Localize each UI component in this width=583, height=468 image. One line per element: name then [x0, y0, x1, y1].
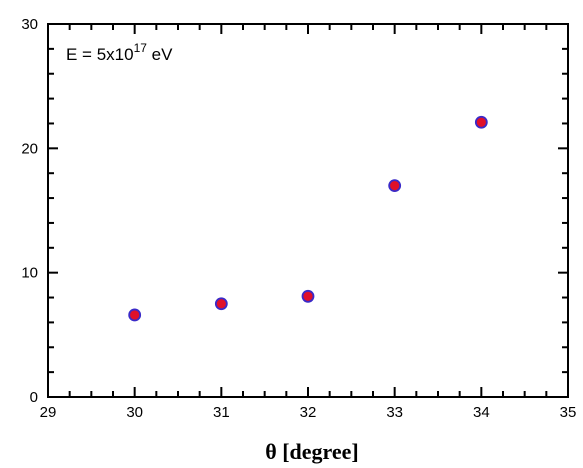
x-tick-labels: 29 30 31 32 33 34 35: [40, 404, 577, 421]
data-point: [474, 115, 488, 129]
x-tick-label: 30: [126, 404, 143, 421]
energy-annotation-unit: eV: [147, 45, 173, 64]
y-tick-label: 20: [21, 140, 38, 157]
x-tick-label: 29: [40, 404, 57, 421]
data-points: [128, 115, 488, 322]
data-point: [301, 289, 315, 303]
x-tick-label: 34: [473, 404, 490, 421]
plot-area: [47, 23, 569, 398]
data-point: [128, 308, 142, 322]
data-point: [388, 179, 402, 193]
x-tick-label: 33: [386, 404, 403, 421]
x-tick-label: 32: [300, 404, 317, 421]
y-tick-label: 10: [21, 265, 38, 282]
y-tick-label: 30: [21, 16, 38, 33]
data-point: [214, 297, 228, 311]
energy-annotation-base: E = 5x10: [66, 45, 134, 64]
energy-annotation: E = 5x1017 eV: [66, 41, 173, 64]
x-tick-label: 35: [560, 404, 577, 421]
energy-annotation-exponent: 17: [134, 41, 148, 55]
y-tick-label: 0: [30, 389, 38, 406]
y-tick-labels: 0 10 20 30: [21, 16, 38, 406]
x-axis-label: θ [degree]: [265, 439, 359, 464]
x-tick-label: 31: [213, 404, 230, 421]
axis-ticks: [47, 23, 569, 398]
